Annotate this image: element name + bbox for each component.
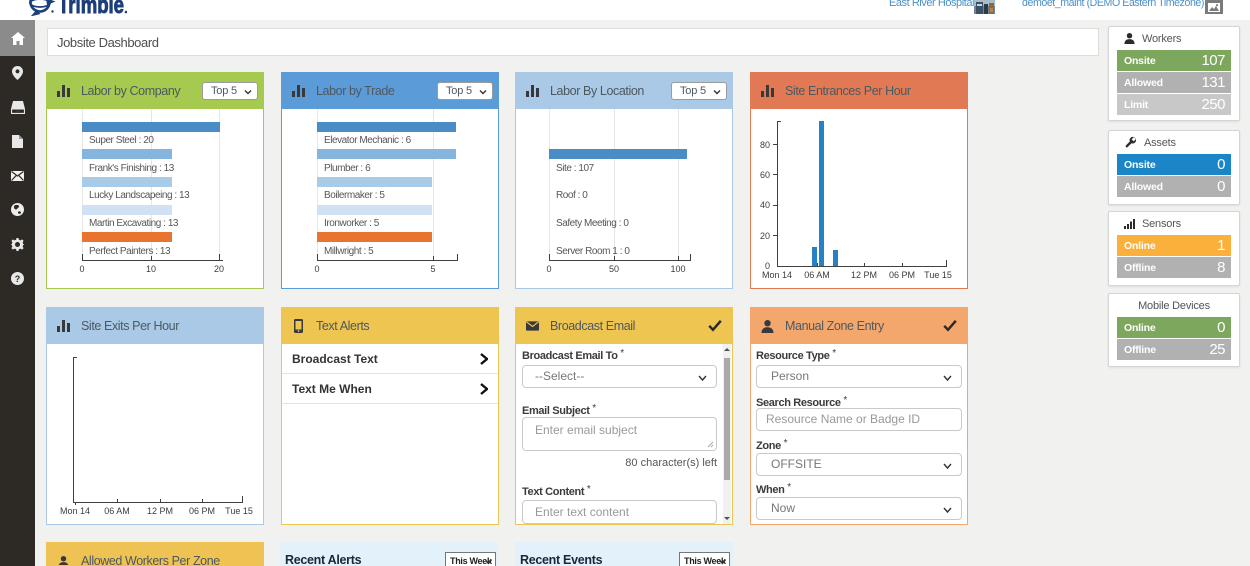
svg-text:?: ? (15, 274, 21, 284)
svg-text:Trimble: Trimble (58, 0, 124, 16)
